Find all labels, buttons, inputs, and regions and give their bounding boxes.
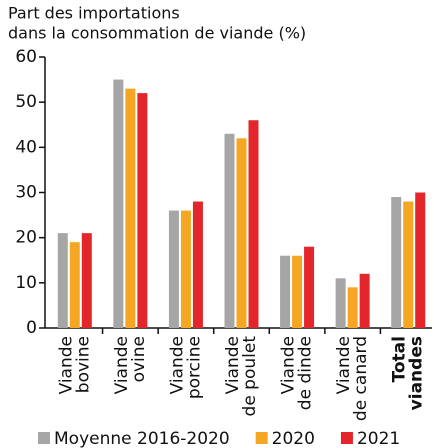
x-tick-label: porcine xyxy=(184,336,204,399)
chart-title: dans la consommation de viande (%) xyxy=(8,24,306,43)
bar xyxy=(359,273,370,328)
x-tick-label: Viande xyxy=(334,336,354,394)
bar xyxy=(347,287,358,328)
chart-title: Part des importations xyxy=(8,4,180,23)
bar xyxy=(125,88,136,328)
y-tick-label: 50 xyxy=(15,92,37,112)
legend-label: 2021 xyxy=(357,429,400,448)
bar xyxy=(180,210,191,328)
y-tick-label: 10 xyxy=(15,273,37,293)
legend-label: 2020 xyxy=(272,429,315,448)
bar xyxy=(403,201,414,328)
legend-swatch xyxy=(38,432,50,444)
x-tick-label: Viande xyxy=(56,336,76,394)
y-tick-label: 40 xyxy=(15,137,37,157)
bar xyxy=(304,246,315,328)
bar xyxy=(113,79,124,328)
bar xyxy=(224,133,235,328)
x-tick-label: de dinde xyxy=(296,336,316,410)
bar xyxy=(292,255,303,328)
bar xyxy=(137,93,148,328)
bar xyxy=(391,197,402,328)
y-tick-label: 30 xyxy=(15,183,37,203)
x-tick-label: de canard xyxy=(351,336,371,421)
bar xyxy=(69,242,80,328)
x-tick-label: Viande xyxy=(112,336,132,394)
x-tick-label: Viande xyxy=(167,336,187,394)
x-tick-label: ovine xyxy=(129,336,149,382)
bar xyxy=(248,120,259,328)
bar xyxy=(236,138,247,328)
x-tick-label: Viande xyxy=(223,336,243,394)
bar xyxy=(192,201,203,328)
x-tick-label: de poulet xyxy=(240,336,260,417)
y-tick-label: 60 xyxy=(15,47,37,67)
y-tick-label: 0 xyxy=(26,318,37,338)
bar xyxy=(57,233,68,328)
bar xyxy=(335,278,346,328)
legend-label: Moyenne 2016-2020 xyxy=(54,429,230,448)
legend-swatch xyxy=(340,432,353,444)
bar xyxy=(168,210,179,328)
x-tick-label: viandes xyxy=(407,336,427,410)
x-tick-label: Total xyxy=(390,336,410,382)
y-tick-label: 20 xyxy=(15,228,37,248)
legend-swatch xyxy=(255,432,268,444)
x-tick-label: bovine xyxy=(73,336,93,393)
x-tick-label: Viande xyxy=(279,336,299,394)
bar xyxy=(415,192,426,328)
bar xyxy=(81,233,92,328)
bar xyxy=(280,255,291,328)
